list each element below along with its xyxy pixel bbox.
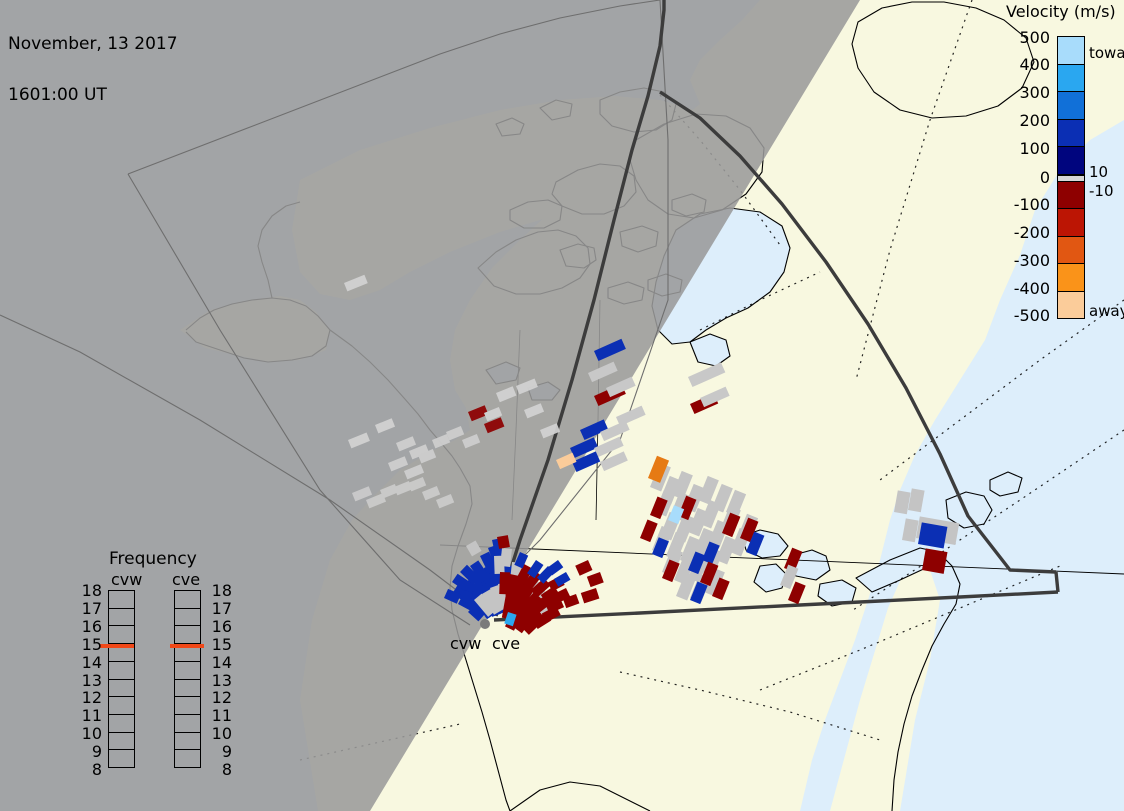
frequency-bar-cve <box>174 590 201 768</box>
colorbar-segment-300-200 <box>1058 92 1084 120</box>
radar-label-cve: cve <box>492 634 521 653</box>
colorbar-tick-200: 200 <box>1019 111 1050 130</box>
timestamp-date: November, 13 2017 <box>8 34 178 54</box>
freq-cell <box>109 715 134 733</box>
freq-cell <box>175 626 200 645</box>
colorbar-segment-400-300 <box>1058 64 1084 92</box>
colorbar-tick-m100: -100 <box>1013 195 1050 214</box>
radar-fan-near-field <box>444 535 604 635</box>
freq-cell <box>175 750 200 767</box>
colorbar-title: Velocity (m/s) <box>1006 2 1116 21</box>
frequency-bar-label-cvw: cvw <box>111 570 143 589</box>
colorbar-segment-100-10 <box>1058 147 1084 175</box>
colorbar-tick-m200: -200 <box>1013 223 1050 242</box>
frequency-bar-label-cve: cve <box>172 570 201 589</box>
radar-site-marker <box>480 619 490 629</box>
freq-cell <box>109 609 134 627</box>
velocity-colorbar <box>1057 36 1085 319</box>
freq-cell <box>175 591 200 609</box>
freq-cell <box>175 680 200 698</box>
scatter-cells-day <box>556 338 960 605</box>
radar-label-cvw: cvw <box>450 634 482 653</box>
colorbar-tick-300: 300 <box>1019 83 1050 102</box>
freq-cell <box>109 644 134 662</box>
colorbar-tick-m500: -500 <box>1013 306 1050 325</box>
fov-outline-thin <box>0 0 669 626</box>
colorbar-segment-m200-m300 <box>1058 236 1084 264</box>
freq-cell <box>109 750 134 767</box>
colorbar-segment-500-400 <box>1058 37 1084 65</box>
colorbar-segment-m400-m500 <box>1058 291 1084 318</box>
freq-cell <box>175 715 200 733</box>
timestamp: November, 13 2017 1601:00 UT <box>8 2 178 138</box>
colorbar-away-label: away <box>1089 302 1124 320</box>
timestamp-time: 1601:00 UT <box>8 85 107 105</box>
frequency-title: Frequency <box>109 549 197 569</box>
colorbar-segment-m10-m100 <box>1058 181 1084 209</box>
colorbar-toward-label: toward <box>1089 44 1124 62</box>
freq-cell <box>109 680 134 698</box>
freq-cell <box>109 626 134 645</box>
colorbar-tick-400: 400 <box>1019 55 1050 74</box>
freq-cell <box>175 609 200 627</box>
freq-cell <box>175 697 200 715</box>
colorbar-tick-100: 100 <box>1019 139 1050 158</box>
colorbar-segment-200-100 <box>1058 119 1084 147</box>
freq-cell <box>175 644 200 662</box>
colorbar-tick-0: 0 <box>1039 168 1050 187</box>
freq-cell <box>175 662 200 680</box>
frequency-marker-cvw <box>100 644 134 648</box>
colorbar-tick-500: 500 <box>1019 28 1050 47</box>
freq-cell <box>109 697 134 715</box>
colorbar-inner-10-label: 10 <box>1089 163 1109 181</box>
colorbar-segment-m100-m200 <box>1058 209 1084 237</box>
colorbar-tick-m400: -400 <box>1013 279 1050 298</box>
freq-cell <box>109 733 134 751</box>
colorbar-segment-neutral <box>1058 174 1084 182</box>
frequency-marker-cve <box>170 644 204 648</box>
scatter-cells-night <box>344 274 561 509</box>
colorbar-tick-m300: -300 <box>1013 251 1050 270</box>
freq-cell <box>109 662 134 680</box>
frequency-bar-cvw <box>108 590 135 768</box>
freq-cell <box>175 733 200 751</box>
colorbar-segment-m300-m400 <box>1058 264 1084 292</box>
fov-outline-thick <box>493 0 1060 622</box>
colorbar-inner-m10-label: -10 <box>1089 182 1114 200</box>
freq-cell <box>109 591 134 609</box>
